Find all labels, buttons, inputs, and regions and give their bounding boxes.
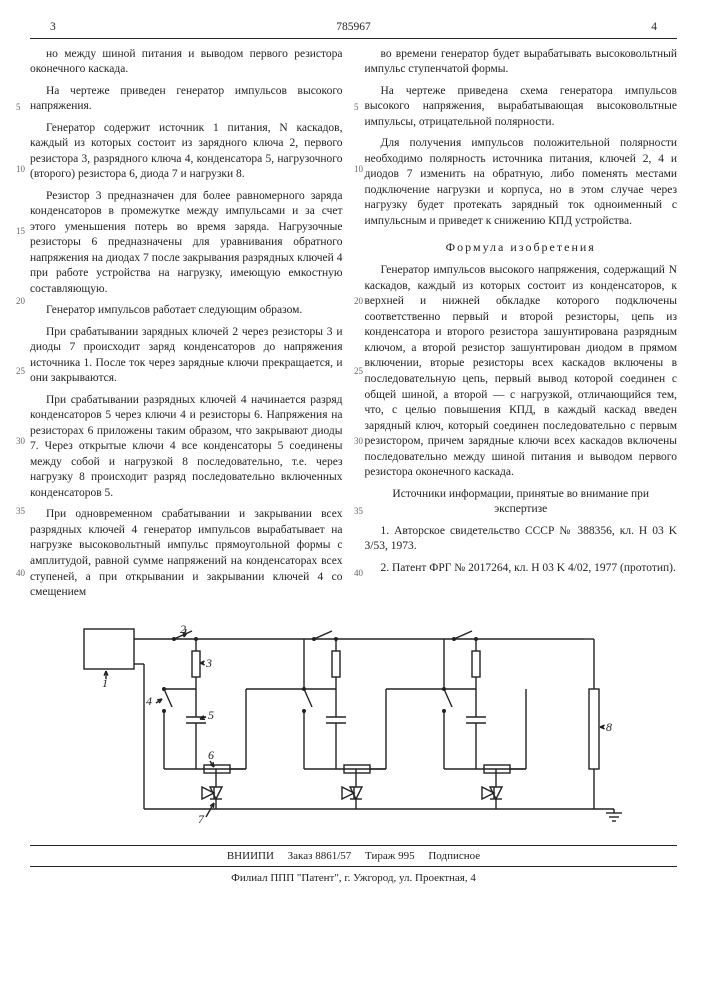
footer-tirage: Тираж 995 xyxy=(365,850,415,862)
para: При одновременном срабатывании и закрыва… xyxy=(30,507,343,600)
footer-org: ВНИИПИ xyxy=(227,850,274,862)
para: Для получения импульсов положительной по… xyxy=(365,136,678,229)
para: Генератор содержит источник 1 питания, N… xyxy=(30,121,343,183)
line-number: 35 xyxy=(354,505,363,517)
line-number: 25 xyxy=(354,365,363,377)
para: Резистор 3 предназначен для более равном… xyxy=(30,189,343,298)
line-number: 20 xyxy=(354,295,363,307)
patent-number: 785967 xyxy=(336,20,371,36)
sources-title: Источники информации, принятые во вниман… xyxy=(365,487,678,518)
page-header: 3 785967 4 xyxy=(30,20,677,39)
para: На чертеже приведен генератор импульсов … xyxy=(30,84,343,115)
svg-text:4: 4 xyxy=(146,694,152,708)
circuit-diagram: 12345678 xyxy=(74,619,634,839)
page-footer: ВНИИПИ Заказ 8861/57 Тираж 995 Подписное… xyxy=(30,845,677,887)
formula-title: Формула изобретения xyxy=(365,239,678,255)
left-column: но между шиной питания и выводом первого… xyxy=(30,47,343,607)
line-number: 30 xyxy=(16,435,25,447)
line-number: 40 xyxy=(16,567,25,579)
svg-text:7: 7 xyxy=(198,812,205,826)
svg-text:5: 5 xyxy=(208,708,214,722)
para: Генератор импульсов работает следующим о… xyxy=(30,303,343,319)
line-number: 30 xyxy=(354,435,363,447)
para: но между шиной питания и выводом первого… xyxy=(30,47,343,78)
line-number: 40 xyxy=(354,567,363,579)
line-number: 5 xyxy=(16,101,21,113)
line-number: 15 xyxy=(16,225,25,237)
text-columns: но между шиной питания и выводом первого… xyxy=(30,47,677,607)
svg-text:3: 3 xyxy=(205,656,212,670)
line-number: 10 xyxy=(16,163,25,175)
svg-text:1: 1 xyxy=(102,676,108,690)
footer-subscr: Подписное xyxy=(428,850,480,862)
para: во времени генератор будет вырабатывать … xyxy=(365,47,678,78)
line-number: 35 xyxy=(16,505,25,517)
col-left-number: 3 xyxy=(50,20,56,36)
line-number: 10 xyxy=(354,163,363,175)
para: Генератор импульсов высокого напряжения,… xyxy=(365,263,678,480)
svg-text:6: 6 xyxy=(208,748,214,762)
source: 2. Патент ФРГ № 2017264, кл. H 03 K 4/02… xyxy=(365,561,678,577)
right-column: во времени генератор будет вырабатывать … xyxy=(365,47,678,607)
footer-order: Заказ 8861/57 xyxy=(288,850,352,862)
para: При срабатывании зарядных ключей 2 через… xyxy=(30,325,343,387)
svg-text:8: 8 xyxy=(606,720,612,734)
para: На чертеже приведена схема генератора им… xyxy=(365,84,678,131)
line-number: 20 xyxy=(16,295,25,307)
line-number: 5 xyxy=(354,101,359,113)
source: 1. Авторское свидетельство СССР № 388356… xyxy=(365,524,678,555)
footer-address: Филиал ППП "Патент", г. Ужгород, ул. Про… xyxy=(30,867,677,886)
para: При срабатывании разрядных ключей 4 начи… xyxy=(30,393,343,502)
line-number: 25 xyxy=(16,365,25,377)
col-right-number: 4 xyxy=(651,20,657,36)
